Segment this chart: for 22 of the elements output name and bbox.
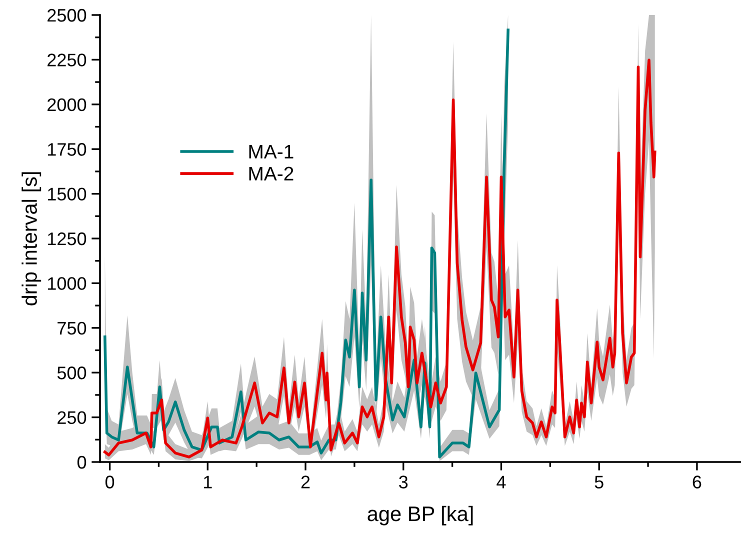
x-tick-label: 1 bbox=[204, 476, 212, 488]
y-tick-label: 250 bbox=[58, 411, 86, 424]
y-tick-label: 2000 bbox=[48, 98, 86, 112]
y-tick-label: 2250 bbox=[48, 54, 86, 66]
x-tick-label: 6 bbox=[692, 476, 702, 488]
y-tick-label: 750 bbox=[58, 322, 86, 335]
x-tick-label: 4 bbox=[496, 476, 506, 488]
x-tick-label: 5 bbox=[594, 476, 604, 488]
legend-label: MA-1 bbox=[249, 144, 294, 158]
y-tick-label: 500 bbox=[57, 366, 86, 380]
legend-label: MA-2 bbox=[249, 166, 294, 180]
x-axis-title: age BP [ka] bbox=[368, 506, 473, 526]
y-tick-label: 2500 bbox=[48, 8, 86, 22]
x-tick-label: 0 bbox=[105, 476, 114, 488]
y-axis-title: drip interval [s] bbox=[22, 172, 42, 306]
y-tick-label: 1750 bbox=[48, 143, 86, 156]
x-tick-label: 2 bbox=[301, 476, 310, 488]
y-tick-label: 1500 bbox=[48, 188, 86, 201]
y-tick-label: 1000 bbox=[48, 277, 86, 290]
x-tick-label: 3 bbox=[399, 476, 408, 488]
y-tick-label: 0 bbox=[77, 456, 86, 469]
y-tick-label: 1250 bbox=[48, 232, 86, 246]
